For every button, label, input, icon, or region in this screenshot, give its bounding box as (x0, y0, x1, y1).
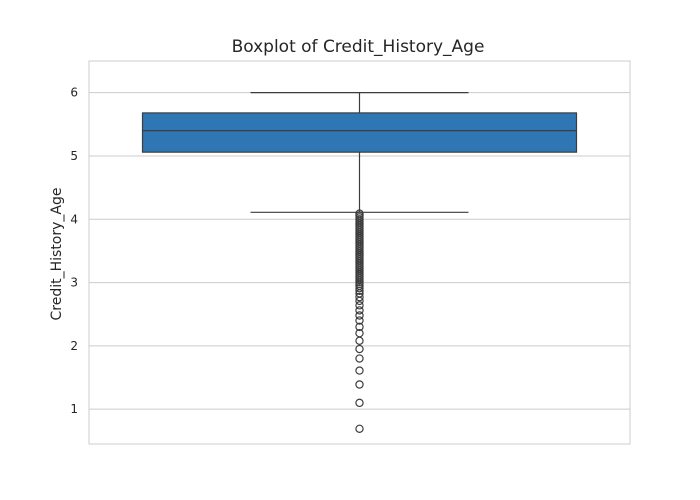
outlier-point (355, 380, 364, 389)
outlier-point (355, 366, 364, 375)
outlier-point (355, 296, 364, 306)
outlier-point (355, 316, 364, 325)
chart-title: Boxplot of Credit_History_Age (232, 37, 485, 57)
y-tick-label: 5 (70, 149, 78, 163)
outlier-point (355, 322, 364, 332)
outlier-point (355, 354, 364, 363)
outlier-point (355, 301, 364, 310)
y-axis-label: Credit_History_Age (49, 188, 65, 321)
outlier-point (355, 311, 364, 320)
iqr-box (141, 112, 578, 153)
outlier-point (355, 286, 364, 295)
y-tick-label: 1 (70, 402, 78, 416)
y-tick-label: 6 (70, 86, 78, 100)
outlier-point (355, 284, 364, 293)
outlier-point (355, 306, 364, 315)
outlier-point (355, 344, 364, 354)
y-tick-label: 4 (70, 212, 78, 226)
outlier-point (355, 424, 364, 434)
outlier-point (355, 292, 364, 302)
plot-area: 1 2 3 4 5 6 (70, 60, 631, 445)
y-tick-label: 2 (70, 339, 78, 353)
outlier-point (355, 398, 364, 408)
outlier-point (355, 336, 364, 346)
y-tick-label: 3 (70, 276, 78, 290)
